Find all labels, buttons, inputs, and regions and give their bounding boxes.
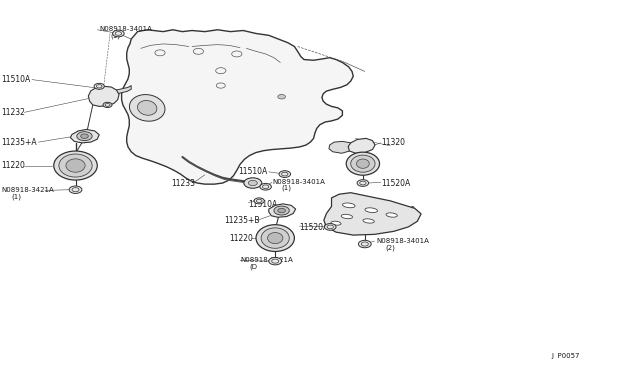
- Polygon shape: [122, 30, 353, 184]
- Text: N08918-3401A: N08918-3401A: [272, 179, 325, 185]
- Text: 11220: 11220: [1, 161, 25, 170]
- Text: (2): (2): [385, 244, 395, 251]
- Ellipse shape: [363, 219, 374, 223]
- Text: 11235+A: 11235+A: [1, 138, 37, 147]
- Polygon shape: [88, 86, 119, 106]
- Text: (1): (1): [12, 194, 22, 201]
- Text: (D: (D: [250, 264, 258, 270]
- Circle shape: [278, 208, 285, 213]
- Polygon shape: [324, 193, 421, 235]
- Ellipse shape: [356, 159, 369, 168]
- Ellipse shape: [261, 228, 289, 248]
- Ellipse shape: [365, 208, 378, 212]
- Ellipse shape: [351, 155, 375, 172]
- Text: N: N: [114, 31, 117, 35]
- Text: N: N: [70, 187, 74, 191]
- Text: N: N: [255, 199, 259, 203]
- Ellipse shape: [59, 154, 92, 177]
- Ellipse shape: [129, 94, 165, 121]
- Circle shape: [357, 180, 369, 186]
- Circle shape: [103, 102, 112, 108]
- Text: (1): (1): [282, 185, 292, 191]
- Text: N: N: [261, 185, 264, 188]
- Ellipse shape: [346, 152, 380, 175]
- Circle shape: [269, 257, 282, 265]
- Text: 11220: 11220: [229, 234, 253, 243]
- Polygon shape: [269, 204, 296, 217]
- Ellipse shape: [341, 214, 353, 219]
- Text: N08918-3421A: N08918-3421A: [240, 257, 292, 263]
- Polygon shape: [70, 129, 99, 143]
- Ellipse shape: [66, 159, 85, 172]
- Ellipse shape: [256, 225, 294, 251]
- Text: 11510A: 11510A: [1, 75, 31, 84]
- Polygon shape: [348, 138, 375, 153]
- Text: 11340: 11340: [392, 206, 416, 215]
- Text: N: N: [280, 172, 284, 176]
- Text: N08918-3421A: N08918-3421A: [1, 187, 54, 193]
- Text: N: N: [270, 259, 274, 263]
- Circle shape: [279, 171, 291, 177]
- Circle shape: [358, 240, 371, 248]
- Circle shape: [69, 186, 82, 193]
- Text: (1): (1): [110, 32, 120, 39]
- Circle shape: [248, 180, 257, 186]
- Text: N: N: [358, 181, 362, 185]
- Text: N: N: [326, 225, 329, 228]
- Polygon shape: [116, 86, 131, 94]
- Ellipse shape: [54, 151, 97, 180]
- Text: 11233: 11233: [172, 179, 196, 187]
- Text: 11520A: 11520A: [381, 179, 410, 187]
- Circle shape: [260, 183, 271, 190]
- Ellipse shape: [342, 203, 355, 208]
- Text: 11232: 11232: [1, 108, 25, 117]
- Circle shape: [254, 198, 264, 204]
- Text: N: N: [104, 103, 107, 107]
- Ellipse shape: [386, 213, 397, 217]
- Circle shape: [77, 132, 92, 141]
- Circle shape: [324, 224, 336, 230]
- Ellipse shape: [268, 232, 283, 244]
- Circle shape: [94, 83, 104, 89]
- Text: 11320: 11320: [381, 138, 404, 147]
- Circle shape: [244, 178, 262, 188]
- Text: N: N: [95, 84, 99, 88]
- Text: 11235+B: 11235+B: [224, 216, 259, 225]
- Text: N08918-3401A: N08918-3401A: [99, 26, 152, 32]
- Text: N: N: [360, 242, 364, 246]
- Ellipse shape: [331, 221, 341, 225]
- Text: J  P0057: J P0057: [552, 353, 580, 359]
- Text: 11510A: 11510A: [248, 200, 278, 209]
- Circle shape: [81, 134, 88, 138]
- Text: 11510A: 11510A: [238, 167, 268, 176]
- Text: N08918-3401A: N08918-3401A: [376, 238, 429, 244]
- Polygon shape: [329, 141, 351, 153]
- Circle shape: [113, 30, 124, 37]
- Circle shape: [278, 94, 285, 99]
- Text: 11520AA: 11520AA: [300, 223, 334, 232]
- Ellipse shape: [138, 100, 157, 115]
- Circle shape: [274, 206, 289, 215]
